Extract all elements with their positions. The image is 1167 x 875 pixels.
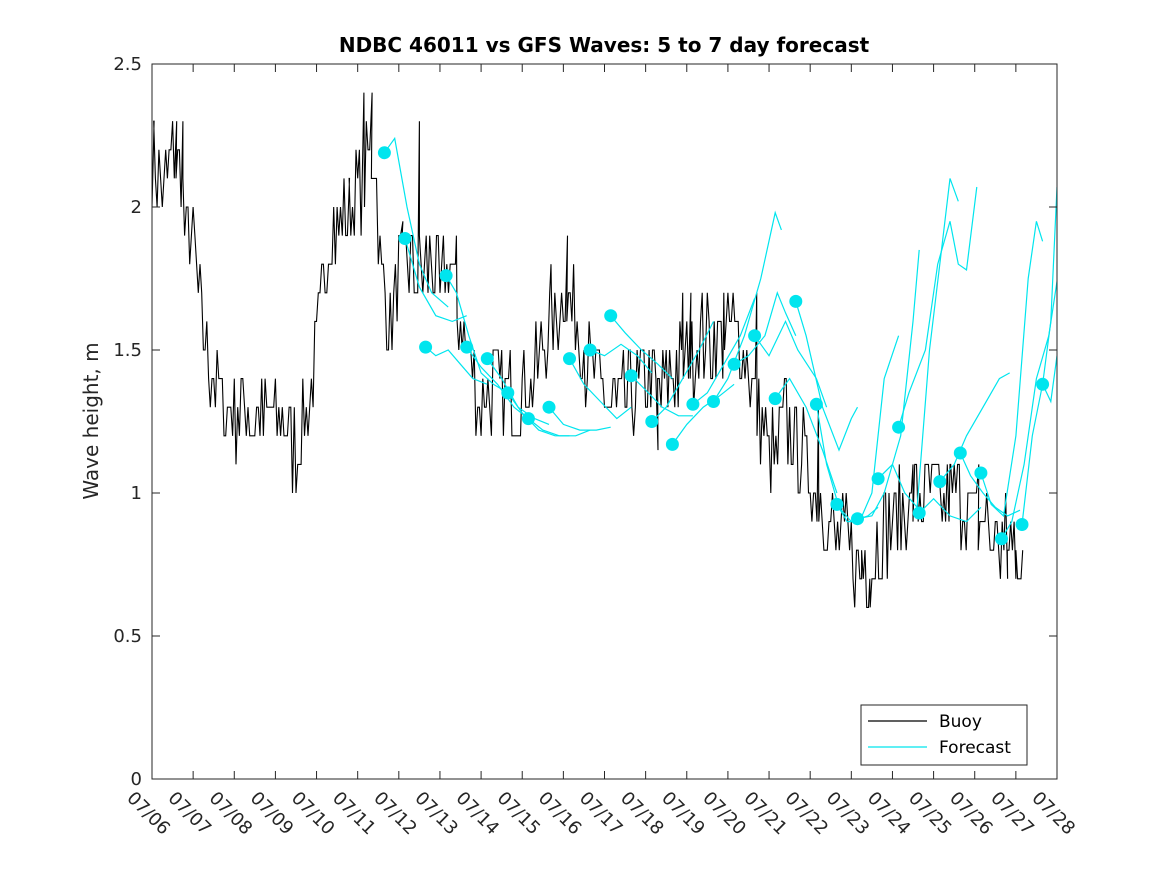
forecast-trace-9 — [568, 358, 632, 420]
legend: Buoy Forecast — [860, 704, 1028, 766]
forecast-point-2 — [419, 340, 433, 354]
legend-label-forecast: Forecast — [939, 738, 1011, 758]
forecast-point-11 — [604, 309, 618, 323]
plot-content — [152, 92, 1057, 608]
forecast-trace-25 — [898, 186, 978, 428]
forecast-point-19 — [768, 392, 782, 406]
forecast-point-15 — [686, 397, 700, 411]
forecast-point-29 — [974, 466, 988, 480]
forecast-point-17 — [727, 357, 741, 371]
y-tick-label-1: 0.5 — [113, 626, 142, 647]
forecast-point-24 — [871, 472, 885, 486]
forecast-trace-10 — [589, 343, 653, 374]
y-tick-label-2: 1 — [131, 483, 142, 504]
forecast-point-30 — [995, 532, 1008, 546]
forecast-trace-16 — [712, 210, 782, 402]
forecast-trace-17 — [733, 290, 797, 365]
forecast-trace-2 — [425, 346, 488, 385]
y-tick-label-5: 2.5 — [113, 54, 142, 75]
forecast-point-27 — [933, 475, 947, 489]
forecast-trace-22 — [836, 335, 900, 523]
forecast-point-26 — [912, 506, 926, 520]
forecast-point-3 — [439, 269, 453, 283]
forecast-trace-1 — [404, 238, 467, 323]
forecast-trace-15 — [692, 298, 756, 405]
forecast-point-22 — [830, 497, 844, 511]
forecast-point-4 — [460, 340, 474, 354]
forecast-trace-29 — [980, 221, 1044, 518]
forecast-point-6 — [501, 386, 515, 400]
forecast-point-23 — [851, 512, 864, 526]
forecast-trace-0 — [383, 136, 449, 308]
forecast-trace-19 — [774, 377, 838, 494]
forecast-trace-20 — [795, 301, 859, 452]
forecast-trace-3 — [445, 275, 509, 394]
forecast-point-12 — [624, 369, 638, 383]
forecast-point-32 — [1036, 377, 1050, 391]
forecast-trace-24 — [877, 178, 959, 509]
y-tick-label-0: 0 — [131, 769, 142, 790]
forecast-point-8 — [542, 400, 556, 414]
forecast-trace-14 — [671, 383, 735, 445]
forecast-point-9 — [563, 352, 576, 366]
plot-area — [152, 92, 1057, 608]
y-axis-label: Wave height, m — [79, 342, 103, 499]
forecast-trace-27 — [939, 372, 1010, 482]
y-tick-label-4: 2 — [131, 197, 142, 218]
forecast-trace-12 — [630, 375, 693, 417]
forecast-point-16 — [707, 395, 720, 408]
forecast-point-1 — [398, 232, 412, 245]
forecast-trace-13 — [651, 321, 715, 422]
forecast-point-0 — [377, 146, 391, 160]
legend-box — [860, 704, 1028, 766]
forecast-point-13 — [645, 415, 659, 428]
legend-label-buoy: Buoy — [939, 712, 982, 732]
forecast-trace-8 — [548, 406, 611, 431]
forecast-point-20 — [789, 294, 803, 308]
forecast-trace-11 — [610, 315, 673, 380]
forecast-point-21 — [809, 397, 823, 411]
forecast-trace-21 — [815, 404, 879, 523]
forecast-trace-32 — [1042, 186, 1057, 385]
forecast-point-5 — [480, 352, 494, 366]
forecast-point-31 — [1015, 518, 1029, 531]
forecast-trace-7 — [528, 418, 591, 437]
forecast-point-25 — [892, 420, 906, 434]
forecast-trace-28 — [959, 452, 1021, 517]
forecast-trace-18 — [754, 319, 828, 408]
forecast-point-18 — [748, 329, 762, 343]
forecast-point-28 — [953, 446, 967, 460]
forecast-trace-4 — [466, 346, 529, 420]
forecast-point-7 — [521, 412, 535, 426]
forecast-point-14 — [665, 437, 679, 451]
forecast-trace-26 — [918, 497, 982, 523]
y-tick-label-3: 1.5 — [113, 340, 142, 361]
forecast-point-10 — [583, 343, 597, 357]
chart-title: NDBC 46011 vs GFS Waves: 5 to 7 day fore… — [339, 33, 870, 57]
